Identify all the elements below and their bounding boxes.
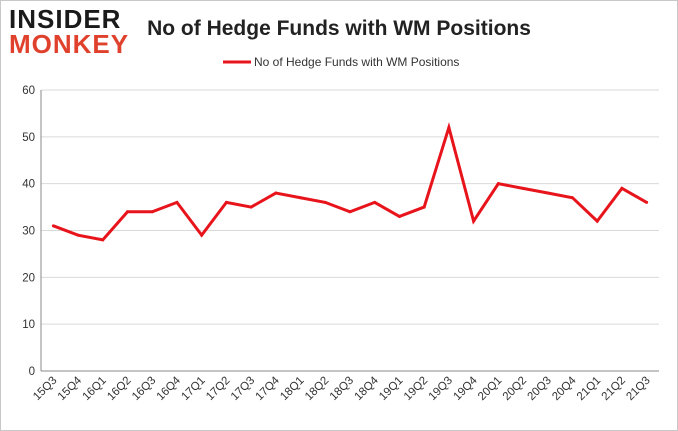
data-point <box>397 214 401 218</box>
data-point <box>101 238 105 242</box>
data-point <box>546 191 550 195</box>
gridlines <box>41 89 659 372</box>
data-point <box>150 210 154 214</box>
y-tick-label: 10 <box>22 319 35 331</box>
x-tick-label: 19Q3 <box>427 375 455 403</box>
x-tick-label: 21Q1 <box>575 375 603 403</box>
x-tick-label: 17Q1 <box>179 375 207 403</box>
data-point <box>126 210 130 214</box>
x-tick-label: 18Q4 <box>352 374 381 403</box>
x-tick-label: 16Q3 <box>130 375 158 403</box>
data-point <box>472 219 476 223</box>
data-point <box>645 200 649 204</box>
data-point <box>175 200 179 204</box>
data-point <box>224 200 228 204</box>
data-point <box>521 186 525 190</box>
x-tick-label: 20Q2 <box>501 375 529 403</box>
data-point <box>620 186 624 190</box>
data-point <box>447 125 451 129</box>
y-axis: 0 10 20 30 40 50 60 <box>22 85 42 378</box>
x-tick-label: 19Q2 <box>402 375 430 403</box>
x-tick-label: 20Q4 <box>550 374 579 403</box>
data-point <box>373 200 377 204</box>
x-tick-label: 18Q3 <box>328 375 356 403</box>
logo-line1: INSIDER <box>9 4 121 34</box>
x-tick-label: 17Q3 <box>229 375 257 403</box>
chart-title: No of Hedge Funds with WM Positions <box>147 17 531 40</box>
x-tick-label: 21Q2 <box>600 375 628 403</box>
data-point <box>348 210 352 214</box>
y-tick-label: 40 <box>22 179 35 191</box>
legend: No of Hedge Funds with WM Positions <box>223 55 459 69</box>
x-tick-label: 16Q4 <box>155 374 184 403</box>
plot-area <box>51 122 649 242</box>
logo-line2: MONKEY <box>9 29 129 59</box>
data-point <box>51 224 55 228</box>
x-tick-label: 18Q2 <box>303 375 331 403</box>
data-point <box>323 200 327 204</box>
data-point <box>200 233 204 237</box>
legend-label: No of Hedge Funds with WM Positions <box>254 55 459 69</box>
data-point <box>422 205 426 209</box>
y-tick-label: 30 <box>22 226 35 238</box>
x-tick-label: 16Q2 <box>105 375 133 403</box>
data-point <box>249 205 253 209</box>
data-point <box>76 233 80 237</box>
y-tick-label: 0 <box>29 366 35 378</box>
x-tick-label: 20Q1 <box>476 375 504 403</box>
x-tick-label: 17Q4 <box>254 374 283 403</box>
x-tick-label: 21Q3 <box>624 375 652 403</box>
data-point <box>595 219 599 223</box>
x-tick-label: 18Q1 <box>278 375 306 403</box>
data-point <box>496 182 500 186</box>
x-axis: 15Q315Q416Q116Q216Q316Q417Q117Q217Q317Q4… <box>31 370 659 403</box>
insider-monkey-logo: INSIDER MONKEY <box>9 4 129 59</box>
x-tick-label: 16Q1 <box>81 375 109 403</box>
data-point <box>274 191 278 195</box>
x-tick-label: 15Q4 <box>56 374 85 403</box>
x-tick-label: 19Q4 <box>451 374 480 403</box>
x-tick-label: 19Q1 <box>377 375 405 403</box>
x-tick-label: 15Q3 <box>31 375 59 403</box>
x-tick-label: 20Q3 <box>525 375 553 403</box>
y-tick-label: 20 <box>22 272 35 284</box>
x-tick-label: 17Q2 <box>204 375 232 403</box>
data-point <box>570 196 574 200</box>
y-tick-label: 60 <box>22 85 35 97</box>
y-tick-label: 50 <box>22 132 35 144</box>
data-point <box>299 196 303 200</box>
